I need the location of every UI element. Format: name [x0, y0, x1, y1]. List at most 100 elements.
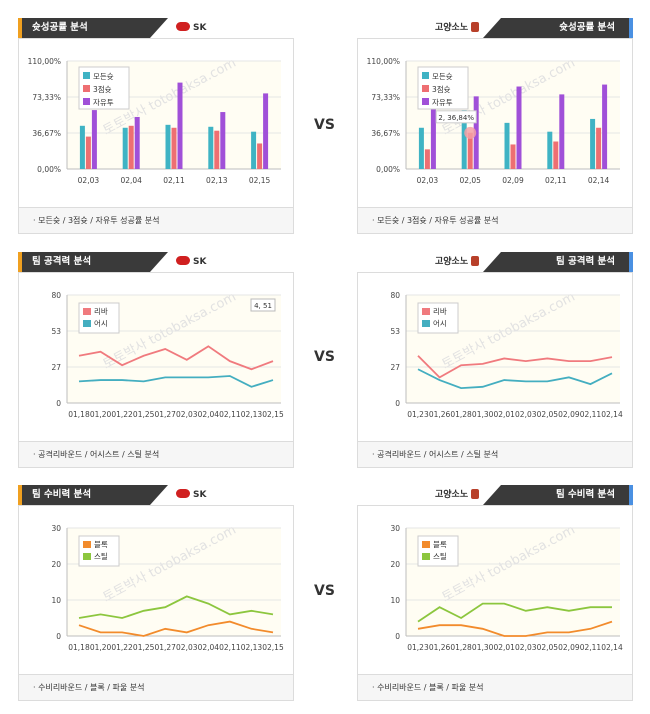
legend-swatch — [422, 541, 430, 548]
x-tick-label: 02,14 — [601, 643, 623, 652]
panel-footer: · 모든슛 / 3점슛 / 자유투 성공률 분석 — [18, 208, 294, 234]
footer-text: 공격리바운드 / 어시스트 / 스틸 분석 — [377, 450, 499, 459]
x-tick-label: 02,15 — [262, 643, 284, 652]
legend-label: 어시 — [433, 318, 447, 328]
bar — [473, 96, 479, 169]
x-tick-label: 02,03 — [176, 410, 198, 419]
footer-text: 모든슛 / 3점슛 / 자유투 성공률 분석 — [377, 216, 499, 225]
x-tick-label: 02,11 — [219, 410, 241, 419]
legend-label: 어시 — [94, 318, 108, 328]
chart-box: 토토박사 totobaksa.com0,00%36,67%73,33%110,0… — [18, 38, 294, 208]
y-tick-label: 0 — [56, 632, 61, 641]
bar — [516, 86, 522, 169]
series-line — [417, 602, 612, 623]
bar — [177, 82, 183, 169]
footer-text: 수비리바운드 / 블록 / 파울 분석 — [38, 683, 145, 692]
x-tick-label: 01,30 — [472, 643, 494, 652]
x-tick-label: 01,26 — [429, 643, 451, 652]
bar — [220, 112, 226, 169]
bar — [559, 94, 565, 169]
team-label: 고양소노 — [435, 490, 469, 500]
series-line — [78, 595, 274, 619]
bar — [208, 126, 214, 169]
x-tick-label: 02,05 — [537, 643, 559, 652]
x-tick-label: 01,18 — [68, 410, 90, 419]
x-tick-label: 02,03 — [417, 176, 439, 185]
series-line — [78, 345, 274, 371]
bar — [165, 124, 171, 169]
legend-swatch — [422, 553, 430, 560]
bar — [547, 131, 553, 169]
bar — [134, 116, 140, 169]
bar — [596, 127, 602, 169]
bar — [424, 149, 430, 169]
x-tick-label: 02,01 — [493, 643, 515, 652]
x-tick-label: 02,04 — [198, 643, 220, 652]
legend-label: 자유투 — [432, 98, 453, 107]
x-tick-label: 01,20 — [90, 410, 112, 419]
panel-title: 팀 공격력 분석 — [483, 252, 633, 272]
x-tick-label: 02,11 — [580, 410, 602, 419]
legend-swatch — [422, 98, 429, 105]
panel-title: 팀 수비력 분석 — [18, 485, 168, 505]
defense-panel-sono: 고양소노 팀 수비력 분석 토토박사 totobaksa.com01020300… — [357, 485, 633, 701]
team-label: 고양소노 — [435, 23, 469, 33]
offense-panel-sono: 고양소노 팀 공격력 분석 토토박사 totobaksa.com02753800… — [357, 252, 633, 468]
chart-box: 토토박사 totobaksa.com010203001,2301,2601,28… — [357, 505, 633, 675]
shooting-panel-sono: 고양소노 슛성공률 분석 토토박사 totobaksa.com0,00%36,6… — [357, 18, 633, 234]
x-tick-label: 01,27 — [154, 410, 176, 419]
legend-label: 스틸 — [433, 552, 447, 561]
bar — [418, 127, 424, 169]
team-label: SK — [193, 490, 207, 500]
legend-label: 자유투 — [93, 98, 114, 107]
legend-swatch — [422, 85, 429, 92]
panel-footer: · 모든슛 / 3점슛 / 자유투 성공률 분석 — [357, 208, 633, 234]
sono-logo-icon — [471, 21, 480, 32]
bar — [430, 105, 436, 169]
x-tick-label: 02,14 — [601, 410, 623, 419]
bar — [602, 84, 608, 169]
line-chart: 토토박사 totobaksa.com027538001,1801,2001,22… — [51, 290, 284, 419]
y-tick-label: 73,33% — [32, 93, 61, 102]
y-tick-label: 0 — [56, 399, 61, 408]
legend-label: 모든슛 — [432, 72, 453, 81]
x-tick-label: 01,28 — [450, 643, 472, 652]
sono-logo-icon — [471, 488, 480, 499]
x-tick-label: 01,27 — [154, 643, 176, 652]
panel-title: 팀 공격력 분석 — [18, 252, 168, 272]
bar — [590, 118, 596, 169]
x-tick-label: 02,09 — [558, 643, 580, 652]
x-tick-label: 02,14 — [588, 176, 610, 185]
panel-header: 팀 공격력 분석 SK — [18, 252, 294, 272]
series-line — [417, 620, 613, 637]
series-line — [417, 368, 613, 390]
y-tick-label: 0,00% — [376, 165, 400, 174]
panel-title: 팀 수비력 분석 — [483, 485, 633, 505]
legend-swatch — [83, 85, 90, 92]
sk-logo-icon — [176, 256, 190, 265]
x-tick-label: 02,04 — [120, 176, 142, 185]
y-tick-label: 36,67% — [32, 129, 61, 138]
y-tick-label: 0 — [395, 632, 400, 641]
bar — [510, 144, 516, 169]
x-tick-label: 01,26 — [429, 410, 451, 419]
bar — [214, 130, 220, 169]
bar — [79, 125, 85, 169]
panel-header: 고양소노 슛성공률 분석 — [357, 18, 633, 38]
bar — [504, 122, 510, 169]
bar — [171, 127, 177, 169]
x-tick-label: 02,05 — [537, 410, 559, 419]
x-tick-label: 01,20 — [90, 643, 112, 652]
team-name: 고양소노 — [435, 252, 480, 272]
bar — [257, 143, 263, 169]
sk-logo-icon — [176, 22, 190, 31]
chart-box: 토토박사 totobaksa.com027538001,2301,2601,28… — [357, 272, 633, 442]
chart-box: 토토박사 totobaksa.com010203001,1801,2001,22… — [18, 505, 294, 675]
legend-label: 3점슛 — [93, 84, 112, 94]
panel-footer: · 수비리바운드 / 블록 / 파울 분석 — [357, 675, 633, 701]
bar — [128, 125, 134, 169]
legend-swatch — [83, 553, 91, 560]
x-tick-label: 02,05 — [459, 176, 481, 185]
